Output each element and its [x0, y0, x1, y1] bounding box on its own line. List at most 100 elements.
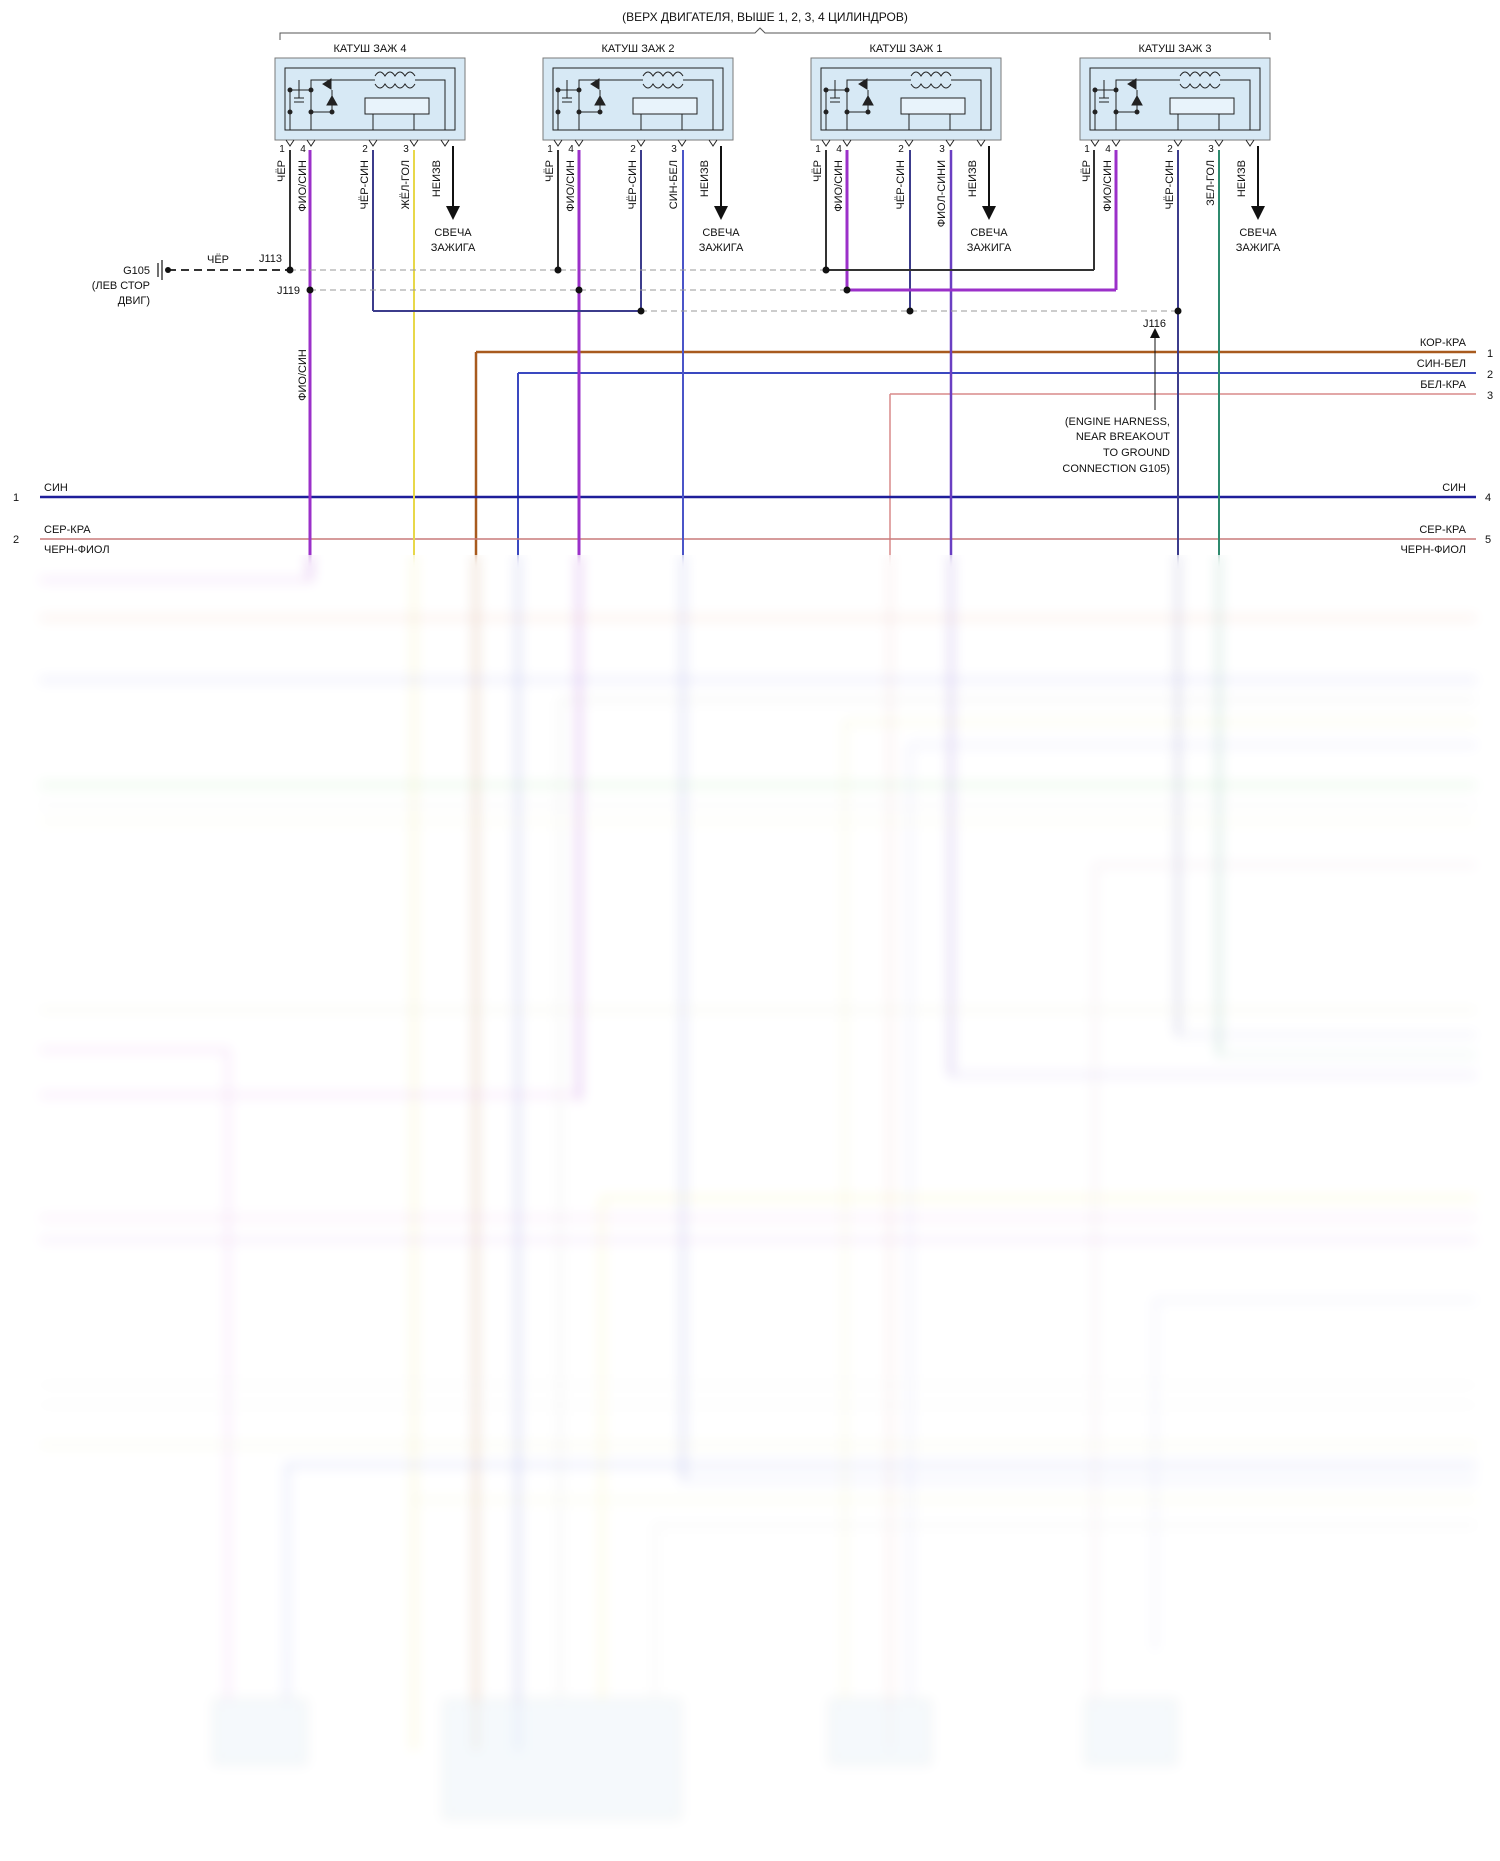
- coil-1-plug-arrowhead: [982, 206, 996, 220]
- coil-3-plug-label: ЗАЖИГА: [1236, 242, 1281, 254]
- lower-wire: [654, 1524, 1476, 1700]
- coil-1-circuit: [820, 67, 992, 131]
- coil-4-pin-label: НЕИЗВ: [431, 160, 443, 197]
- coil-1-title: КАТУШ ЗАЖ 1: [869, 43, 942, 55]
- coil-4-pin-connector: [409, 139, 419, 147]
- coil-1-pin-num: 2: [898, 144, 904, 155]
- ground-id: G105: [123, 265, 150, 277]
- harness-note-line-2: NEAR BREAKOUT: [1076, 431, 1170, 443]
- coil-3-pin-connector: [1173, 139, 1183, 147]
- coil-2-pin-num: 4: [568, 144, 574, 155]
- lower-wire: [843, 720, 1476, 1700]
- coils-layer: КАТУШ ЗАЖ 4 1 ЧЁР 4 ФИО/СИН 2 ЧЁР-СИН 3 ЖЁЛ-ГОЛ Н…: [274, 43, 1281, 254]
- coil-4-plug-label: СВЕЧА: [434, 227, 472, 239]
- bus-num-3: 3: [1487, 390, 1493, 402]
- coil-3-pin-num: 3: [1208, 144, 1214, 155]
- coil-3-pin-connector: [1214, 139, 1224, 147]
- coil-1-pin-num: 4: [836, 144, 842, 155]
- coil-2-pin-num: 3: [671, 144, 677, 155]
- coil-2-pin-label: СИН-БЕЛ: [668, 160, 680, 209]
- coil-4-pin-connector: [285, 139, 295, 147]
- coil-2-plug-label: СВЕЧА: [702, 227, 740, 239]
- coil-1-pin-num: 3: [939, 144, 945, 155]
- lower-region: [40, 578, 1476, 1819]
- bus-right-num: 5: [1485, 534, 1491, 546]
- coil-2-pin-connector: [553, 139, 563, 147]
- coil-3-group: КАТУШ ЗАЖ 3 1 ЧЁР 4 ФИО/СИН 2 ЧЁР-СИН 3 ЗЕЛ-ГОЛ Н…: [1079, 43, 1281, 254]
- coil-3-pin-num: 4: [1105, 144, 1111, 155]
- coil-1-pin-connector: [945, 139, 955, 147]
- ground-location-1: (ЛЕВ СТОР: [92, 280, 150, 292]
- coil-2-pin-num: 1: [547, 144, 553, 155]
- ground-wire-label: ЧЁР: [207, 254, 229, 266]
- splice-dot: [575, 286, 583, 294]
- coil-3-pin-connector: [1090, 139, 1100, 147]
- lower-wire: [600, 1196, 1476, 1700]
- coil-4-circuit: [284, 67, 456, 131]
- coil-3-pin-label: ЧЁР-СИН: [1164, 160, 1176, 210]
- harness-note-line-3: TO GROUND: [1103, 447, 1170, 459]
- coil-4-pin-num: 1: [279, 144, 285, 155]
- coil-2-plug-label: ЗАЖИГА: [699, 242, 744, 254]
- harness-note: (ENGINE HARNESS, NEAR BREAKOUT TO GROUND…: [1062, 328, 1170, 475]
- coil-1-pin-label: НЕИЗВ: [967, 160, 979, 197]
- coil-2-pin-connector: [708, 139, 718, 147]
- coil-4-pin-connector: [306, 139, 316, 147]
- lower-wire: [1094, 864, 1476, 1700]
- bus-right-label: СЕР-КРА: [1419, 524, 1466, 536]
- bus-left-label: СИН: [44, 482, 68, 494]
- splice-dot: [906, 307, 914, 315]
- harness-arrow-head: [1150, 328, 1160, 338]
- bus-label-sin-bel: СИН-БЕЛ: [1417, 358, 1466, 370]
- coil-4-pin-label: ЖЁЛ-ГОЛ: [400, 160, 412, 209]
- coil-wires: [168, 150, 1220, 1750]
- coil-3-pin-connector: [1245, 139, 1255, 147]
- ground-location-2: ДВИГ): [118, 295, 150, 307]
- diagram-header: (ВЕРХ ДВИГАТЕЛЯ, ВЫШЕ 1, 2, 3, 4 ЦИЛИНДР…: [622, 10, 908, 24]
- splice-dot: [843, 286, 851, 294]
- coil-2-plug-arrowhead: [714, 206, 728, 220]
- bus-label-kor-kra: КОР-КРА: [1420, 337, 1467, 349]
- bus-right-label: ЧЕРН-ФИОЛ: [1400, 544, 1466, 556]
- lower-wire: [909, 744, 1476, 1700]
- vertical-wire-label: ФИО/СИН: [297, 349, 309, 401]
- splice-j113-dot: [286, 266, 294, 274]
- bus-num-2: 2: [1487, 369, 1493, 381]
- coil-3-circuit: [1089, 67, 1261, 131]
- coil-4-plug-arrowhead: [446, 206, 460, 220]
- coil-3-pin-num: 2: [1167, 144, 1173, 155]
- lower-component-box: [1085, 1699, 1177, 1765]
- coil-2-title: КАТУШ ЗАЖ 2: [601, 43, 674, 55]
- bus-label-bel-kra: БЕЛ-КРА: [1420, 379, 1466, 391]
- bus-num-1: 1: [1487, 348, 1493, 360]
- coil-1-plug-label: СВЕЧА: [970, 227, 1008, 239]
- coil-3-title: КАТУШ ЗАЖ 3: [1138, 43, 1211, 55]
- coil-3-pin-label: ЧЁР: [1081, 160, 1093, 182]
- splice-j119-label: J119: [277, 285, 300, 297]
- coil-4-pin-connector: [368, 139, 378, 147]
- lower-component-box: [443, 1699, 681, 1819]
- bus-left-num: 1: [13, 492, 19, 504]
- coil-1-pin-connector: [821, 139, 831, 147]
- coil-4-group: КАТУШ ЗАЖ 4 1 ЧЁР 4 ФИО/СИН 2 ЧЁР-СИН 3 ЖЁЛ-ГОЛ Н…: [274, 43, 476, 254]
- coil-3-pin-label: ФИО/СИН: [1102, 160, 1114, 212]
- coil-3-pin-connector: [1111, 139, 1121, 147]
- coil-2-pin-label: НЕИЗВ: [699, 160, 711, 197]
- coil-1-pin-label: ЧЁР: [812, 160, 824, 182]
- coil-4-pin-num: 4: [300, 144, 306, 155]
- lower-wire: [40, 1048, 230, 1700]
- coil-2-pin-label: ЧЁР-СИН: [627, 160, 639, 210]
- coil-3-plug-arrowhead: [1251, 206, 1265, 220]
- coil-1-pin-label: ФИОЛ-СИНИ: [936, 160, 948, 227]
- coil-4-pin-label: ЧЁР-СИН: [359, 160, 371, 210]
- splice-j113-label: J113: [259, 253, 282, 265]
- lower-component-box: [829, 1699, 931, 1765]
- coil-3-pin-label: НЕИЗВ: [1236, 160, 1248, 197]
- bus-left-num: 2: [13, 534, 19, 546]
- coil-1-pin-label: ЧЁР-СИН: [895, 160, 907, 210]
- ground-g105: G105 (ЛЕВ СТОР ДВИГ) ЧЁР: [92, 254, 229, 307]
- coil-2-pin-connector: [677, 139, 687, 147]
- harness-note-line-4: CONNECTION G105): [1062, 463, 1170, 475]
- coil-1-pin-num: 1: [815, 144, 821, 155]
